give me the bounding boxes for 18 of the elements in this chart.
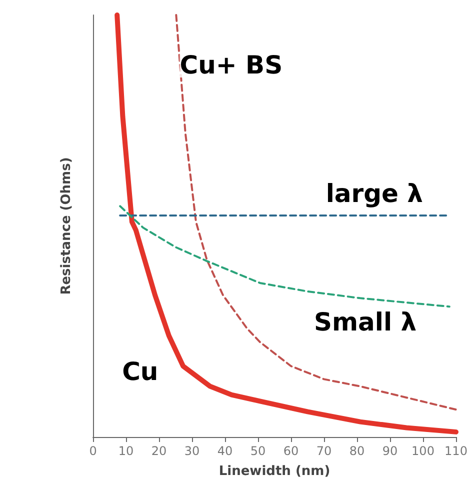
series-label: Small λ [314,308,417,337]
series-label: large λ [326,178,424,208]
x-tick-label: 50 [250,444,266,458]
x-tick-label: 110 [444,444,468,458]
x-tick-label: 60 [283,444,299,458]
x-tick-label: 30 [184,444,200,458]
x-tick-label: 80 [349,444,365,458]
x-tick-label: 40 [217,444,233,458]
x-tick-label: 90 [382,444,398,458]
series-label: Cu+ BS [180,50,283,80]
y-axis-title: Resistance (Ohms) [59,157,74,295]
x-tick-label: 20 [151,444,167,458]
x-tick-label: 0 [89,444,97,458]
x-tick-label: 70 [316,444,332,458]
x-axis-title: Linewidth (nm) [218,464,330,479]
x-tick-label: 10 [118,444,134,458]
series-label: Cu [122,356,158,386]
x-tick-label: 100 [412,444,434,458]
